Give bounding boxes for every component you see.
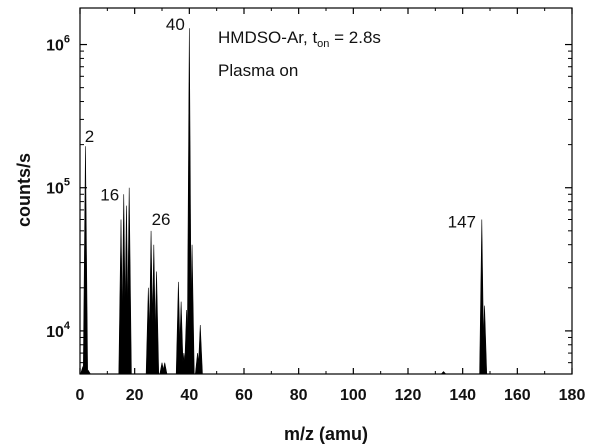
x-tick-label-140: 140 bbox=[449, 387, 476, 404]
axes-layer: 0 20 40 60 80 100 120 140 160 180 104 105 106 bbox=[46, 7, 586, 404]
peak-44 bbox=[197, 324, 203, 375]
y-tick-label-0: 104 bbox=[46, 320, 71, 341]
y-tick-label-1: 105 bbox=[46, 177, 70, 198]
annotation-line1: HMDSO-Ar, ton = 2.8s bbox=[218, 28, 381, 50]
x-tick-label-40: 40 bbox=[180, 387, 198, 404]
peak-label-147: 147 bbox=[448, 212, 476, 231]
x-tick-label-120: 120 bbox=[395, 387, 422, 404]
peak-2 bbox=[82, 146, 88, 375]
x-tick-label-60: 60 bbox=[235, 387, 253, 404]
peak-label-2: 2 bbox=[85, 127, 94, 146]
x-tick-label-80: 80 bbox=[290, 387, 308, 404]
x-tick-label-0: 0 bbox=[76, 387, 85, 404]
x-tick-label-160: 160 bbox=[504, 387, 531, 404]
annotation-line1-sub: on bbox=[317, 38, 329, 50]
x-tick-label-20: 20 bbox=[126, 387, 144, 404]
x-tick-label-100: 100 bbox=[340, 387, 367, 404]
x-axis-label: m/z (amu) bbox=[284, 424, 368, 444]
annotation-line2: Plasma on bbox=[218, 61, 298, 80]
annotation-line1-tail: = 2.8s bbox=[329, 28, 381, 47]
peak-label-40: 40 bbox=[166, 15, 185, 34]
annotation: HMDSO-Ar, ton = 2.8s Plasma on bbox=[218, 28, 381, 80]
x-tick-label-180: 180 bbox=[559, 387, 586, 404]
peak-label-26: 26 bbox=[152, 210, 171, 229]
peak-label-16: 16 bbox=[100, 185, 119, 204]
y-tick-label-2: 106 bbox=[46, 34, 70, 55]
annotation-line1-main: HMDSO-Ar, t bbox=[218, 28, 317, 47]
y-axis-label: counts/s bbox=[14, 153, 34, 227]
